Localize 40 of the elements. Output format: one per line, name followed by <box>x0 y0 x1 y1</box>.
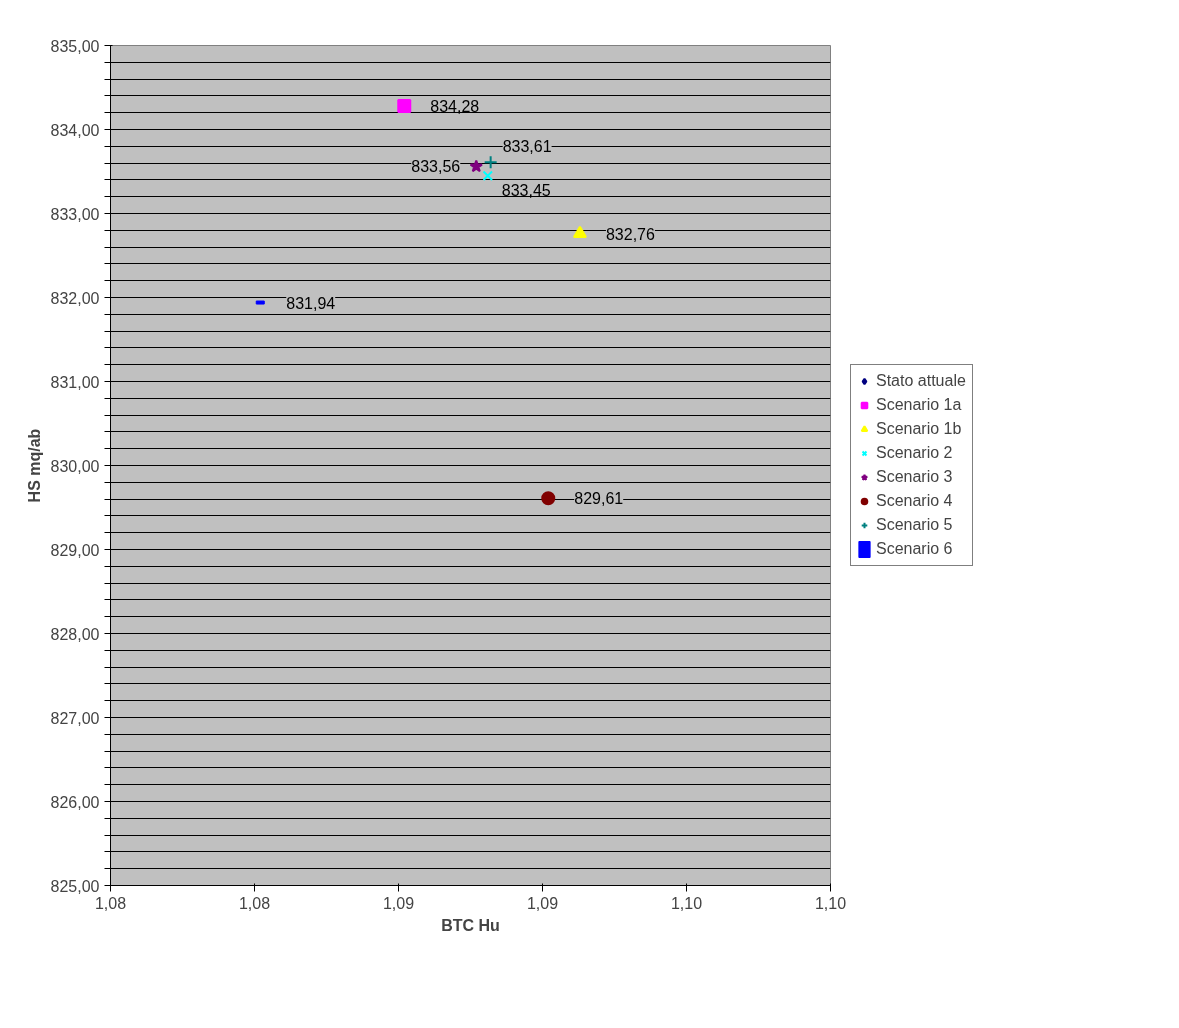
data-label: 831,94 <box>286 294 336 312</box>
y-tick-label: 833,00 <box>50 205 100 223</box>
point <box>397 98 412 113</box>
point <box>572 225 587 239</box>
x-tick-label: 1,09 <box>382 894 415 912</box>
y-tick-label: 827,00 <box>50 709 100 727</box>
y-axis-title: HS mq/ab <box>25 428 43 503</box>
y-tick-label: 828,00 <box>50 625 100 643</box>
data-label: 832,76 <box>605 225 655 243</box>
data-label: 829,61 <box>574 490 624 508</box>
y-tick-label: 830,00 <box>50 457 100 475</box>
data-label: 834,28 <box>430 97 480 115</box>
legend-label: Scenario 2 <box>876 444 953 462</box>
x-tick-label: 1,08 <box>238 894 271 912</box>
y-tick-label: 832,00 <box>50 289 100 307</box>
legend-label: Scenario 6 <box>876 540 953 558</box>
legend-label: Scenario 5 <box>876 516 953 534</box>
x-tick-label: 1,09 <box>526 894 559 912</box>
y-tick-label: 826,00 <box>50 793 100 811</box>
data-label: 833,45 <box>501 181 551 199</box>
x-tick-label: 1,10 <box>670 894 703 912</box>
y-tick-label: 829,00 <box>50 541 100 559</box>
point <box>482 170 494 181</box>
y-tick-label: 834,00 <box>50 121 100 139</box>
x-tick-label: 1,08 <box>94 894 127 912</box>
point <box>469 159 483 173</box>
y-tick-label: 831,00 <box>50 373 100 391</box>
point <box>483 155 498 170</box>
y-tick-label: 835,00 <box>50 37 100 55</box>
y-tick-label: 825,00 <box>50 877 100 895</box>
x-tick-label: 1,10 <box>814 894 847 912</box>
data-label: 833,61 <box>502 138 552 156</box>
data-label: 833,56 <box>411 158 461 176</box>
legend-label: Scenario 4 <box>876 492 953 510</box>
point <box>541 491 556 506</box>
legend-label: Scenario 3 <box>876 468 953 486</box>
legend-label: Scenario 1b <box>876 420 962 438</box>
legend-label: Stato attuale <box>876 372 966 390</box>
x-axis-title: BTC Hu <box>441 916 500 934</box>
legend-label: Scenario 1a <box>876 396 962 414</box>
